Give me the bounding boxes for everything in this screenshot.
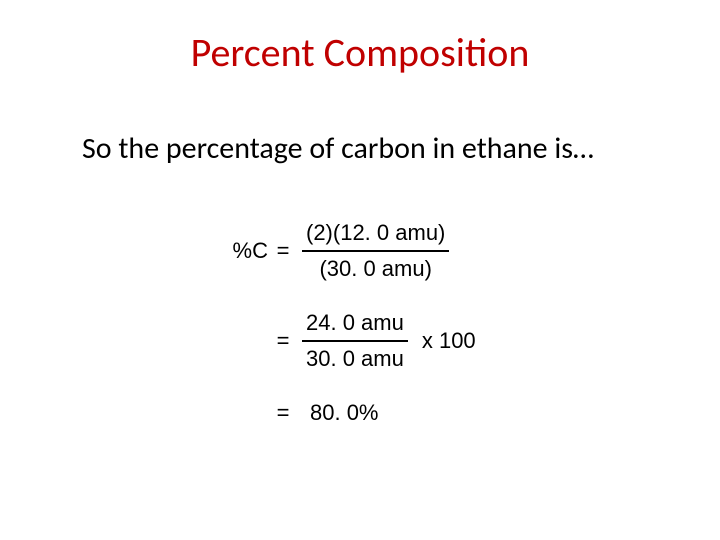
equation-block: %C = (2)(12. 0 amu) (30. 0 amu) = 24. 0 … [188,220,476,454]
eq2-fraction: 24. 0 amu 30. 0 amu [302,310,408,372]
eq3-result: 80. 0% [292,400,379,426]
eq1-denominator: (30. 0 amu) [315,252,436,282]
eq2-denominator: 30. 0 amu [302,342,408,372]
eq1-lhs: %C [188,238,274,264]
eq1-equals: = [274,238,292,264]
equation-line-1: %C = (2)(12. 0 amu) (30. 0 amu) [188,220,476,282]
slide-title: Percent Composition [0,28,720,77]
eq1-numerator: (2)(12. 0 amu) [302,220,449,250]
equation-line-2: = 24. 0 amu 30. 0 amu x 100 [188,310,476,372]
eq2-suffix: x 100 [422,328,476,354]
equation-line-3: = 80. 0% [188,400,476,426]
eq2-numerator: 24. 0 amu [302,310,408,340]
eq1-fraction: (2)(12. 0 amu) (30. 0 amu) [302,220,449,282]
eq3-equals: = [274,400,292,426]
eq2-equals: = [274,328,292,354]
slide-subtitle: So the percentage of carbon in ethane is… [82,130,594,167]
